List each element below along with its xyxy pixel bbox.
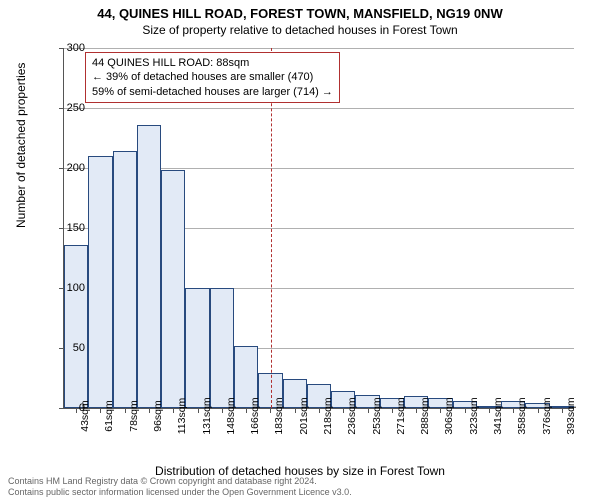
x-tick-mark (343, 408, 344, 413)
x-tick-label: 323sqm (468, 397, 480, 434)
x-tick-label: 96sqm (152, 400, 164, 432)
x-tick-label: 131sqm (201, 397, 213, 434)
x-tick-label: 358sqm (516, 397, 528, 434)
x-tick-mark (465, 408, 466, 413)
y-tick-label: 150 (67, 222, 85, 234)
histogram-bar (64, 245, 88, 408)
x-tick-mark (416, 408, 417, 413)
x-tick-mark (125, 408, 126, 413)
x-tick-mark (149, 408, 150, 413)
grid-line (64, 108, 574, 109)
x-tick-label: 113sqm (176, 398, 188, 435)
y-tick-mark (59, 108, 64, 109)
x-tick-label: 376sqm (541, 397, 553, 434)
x-tick-label: 218sqm (322, 397, 334, 434)
chart-title-main: 44, QUINES HILL ROAD, FOREST TOWN, MANSF… (0, 0, 600, 21)
info-line-1: 44 QUINES HILL ROAD: 88sqm (92, 56, 333, 70)
histogram-bar (88, 156, 112, 408)
x-tick-mark (392, 408, 393, 413)
x-tick-mark (538, 408, 539, 413)
y-tick-label: 100 (67, 282, 85, 294)
x-tick-mark (76, 408, 77, 413)
x-tick-label: 148sqm (225, 397, 237, 434)
y-tick-mark (59, 48, 64, 49)
x-tick-label: 43sqm (79, 400, 91, 432)
x-tick-mark (222, 408, 223, 413)
x-tick-mark (489, 408, 490, 413)
x-tick-mark (368, 408, 369, 413)
x-tick-label: 288sqm (419, 397, 431, 434)
x-tick-label: 61sqm (103, 400, 115, 432)
x-tick-label: 166sqm (249, 397, 261, 434)
info-line-3: 59% of semi-detached houses are larger (… (92, 85, 333, 99)
info-line-2: ← 39% of detached houses are smaller (47… (92, 70, 333, 84)
x-tick-label: 341sqm (492, 397, 504, 434)
x-tick-mark (100, 408, 101, 413)
x-tick-mark (270, 408, 271, 413)
x-tick-label: 306sqm (443, 397, 455, 434)
histogram-bar (210, 288, 234, 408)
grid-line (64, 48, 574, 49)
x-tick-mark (198, 408, 199, 413)
x-tick-mark (295, 408, 296, 413)
x-tick-mark (173, 408, 174, 413)
histogram-bar (113, 151, 137, 408)
x-tick-label: 201sqm (298, 397, 310, 434)
y-tick-mark (59, 168, 64, 169)
x-tick-label: 271sqm (395, 397, 407, 434)
x-tick-label: 78sqm (128, 400, 140, 432)
y-tick-label: 250 (67, 102, 85, 114)
y-tick-label: 200 (67, 162, 85, 174)
footer-line-1: Contains HM Land Registry data © Crown c… (8, 476, 352, 487)
footer-line-2: Contains public sector information licen… (8, 487, 352, 498)
x-tick-label: 183sqm (273, 397, 285, 434)
y-tick-mark (59, 408, 64, 409)
x-tick-mark (562, 408, 563, 413)
histogram-bar (185, 288, 209, 408)
x-tick-label: 253sqm (371, 397, 383, 434)
x-tick-mark (440, 408, 441, 413)
chart-title-sub: Size of property relative to detached ho… (0, 21, 600, 37)
x-tick-mark (246, 408, 247, 413)
footer-text: Contains HM Land Registry data © Crown c… (8, 476, 352, 498)
x-tick-mark (319, 408, 320, 413)
y-axis-label: Number of detached properties (14, 63, 28, 228)
histogram-bar (137, 125, 161, 408)
info-box: 44 QUINES HILL ROAD: 88sqm ← 39% of deta… (85, 52, 340, 103)
x-tick-label: 393sqm (565, 397, 577, 434)
x-tick-mark (513, 408, 514, 413)
y-tick-label: 50 (73, 342, 85, 354)
chart-container: 44, QUINES HILL ROAD, FOREST TOWN, MANSF… (0, 0, 600, 500)
histogram-bar (161, 170, 185, 408)
x-tick-label: 236sqm (346, 397, 358, 434)
y-tick-mark (59, 228, 64, 229)
y-tick-label: 300 (67, 42, 85, 54)
